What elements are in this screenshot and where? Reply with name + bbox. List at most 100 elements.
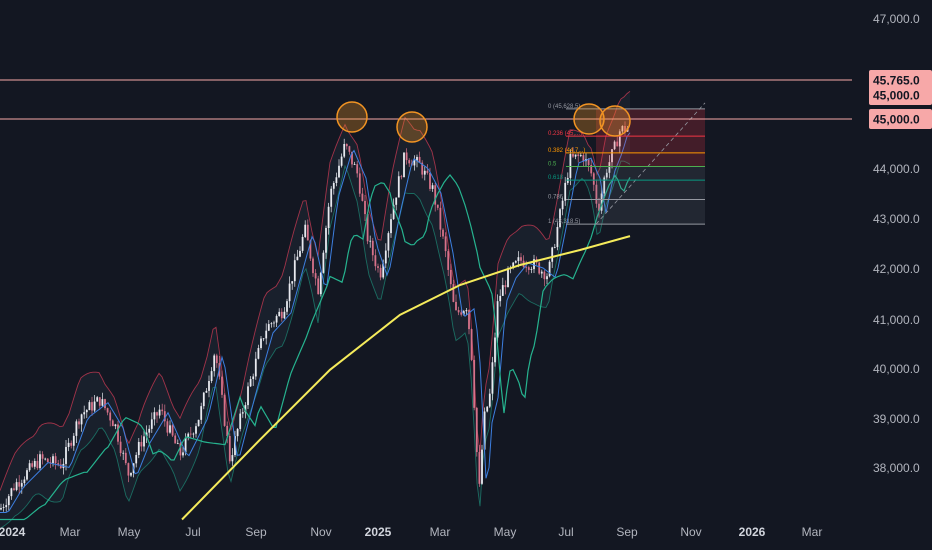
candle-body: [197, 419, 200, 427]
candle-body: [18, 482, 21, 487]
candle-body: [444, 236, 447, 252]
candle-body: [543, 271, 546, 280]
x-tick-label: Jul: [558, 525, 573, 539]
candle-body: [31, 463, 34, 467]
candle-body: [413, 160, 416, 166]
x-tick-label: Nov: [680, 525, 701, 539]
candle-body: [465, 310, 468, 312]
candle-body: [452, 284, 455, 302]
candle-body: [15, 482, 18, 490]
candle-body: [28, 463, 31, 471]
candle-body: [88, 402, 91, 411]
candle-body: [306, 224, 309, 241]
fast-ma-line: [0, 132, 631, 513]
candle-body: [608, 162, 611, 173]
candle-body: [332, 182, 335, 189]
candle-body: [504, 285, 507, 288]
candle-body: [57, 463, 60, 465]
candle-body: [423, 170, 426, 175]
candle-body: [234, 436, 236, 456]
price-level-tag: [869, 85, 932, 105]
candle-body: [93, 401, 96, 411]
candle-body: [231, 455, 234, 462]
candle-body: [395, 197, 398, 205]
candle-body: [556, 226, 559, 248]
candle-body: [603, 177, 606, 194]
candle-body: [72, 435, 75, 446]
candle-body: [613, 141, 616, 150]
candle-body: [416, 156, 418, 161]
candle-body: [254, 358, 257, 377]
candle-body: [351, 151, 353, 165]
candle-body: [67, 442, 70, 447]
candle-body: [364, 200, 366, 215]
candle-body: [163, 411, 166, 422]
candle-body: [309, 240, 312, 259]
price-level-label: 45,000.0: [873, 89, 920, 103]
x-tick-label: Mar: [60, 525, 81, 539]
candle-body: [455, 301, 457, 311]
candle-body: [122, 452, 125, 454]
candle-body: [553, 247, 556, 248]
candle-body: [288, 283, 291, 302]
candle-body: [322, 252, 325, 273]
candle-body: [447, 251, 450, 270]
candle-body: [491, 362, 494, 394]
candle-body: [23, 479, 26, 484]
x-tick-label: 2025: [365, 525, 392, 539]
candle-body: [483, 411, 486, 450]
fib-level-label: 0.5: [548, 162, 557, 168]
candle-body: [80, 414, 83, 425]
candle-body: [327, 206, 330, 228]
candle-body: [5, 505, 8, 508]
price-axis[interactable]: 47,000.0 44,000.0 43,000.0 42,000.0 41,000.0…: [873, 12, 920, 475]
candle-body: [239, 413, 242, 429]
horizontal-price-levels[interactable]: 45,765.045,000.045,000.0: [0, 70, 932, 129]
candle-body: [135, 454, 138, 464]
candle-body: [208, 380, 210, 391]
candle-body: [468, 310, 470, 330]
candle-body: [527, 267, 530, 270]
candle-body: [249, 379, 252, 387]
candle-body: [530, 269, 533, 270]
candle-body: [296, 256, 299, 261]
time-axis[interactable]: 2024 Mar May Jul Sep Nov 2025 Mar May Jul Sep Nov 20…: [0, 525, 822, 539]
x-tick-label: Jul: [185, 525, 200, 539]
candle-body: [356, 164, 359, 174]
moving-averages: [0, 132, 631, 521]
candle-body: [75, 421, 78, 436]
candle-body: [140, 441, 143, 447]
candle-body: [26, 470, 28, 480]
candle-body: [439, 207, 442, 230]
candle-body: [358, 173, 361, 194]
candle-body: [280, 311, 283, 319]
candle-body: [20, 483, 23, 487]
candle-body: [46, 458, 49, 463]
candle-body: [44, 458, 47, 460]
candle-body: [283, 311, 286, 319]
candle-body: [392, 204, 395, 220]
candle-body: [592, 173, 595, 185]
candle-body: [111, 420, 114, 427]
candle-body: [166, 421, 169, 433]
candle-body: [577, 154, 580, 156]
highlight-circle: [573, 103, 605, 135]
candle-body: [247, 386, 249, 406]
candle-body: [137, 441, 140, 455]
candle-body: [117, 424, 119, 442]
candle-body: [109, 412, 112, 421]
candle-body: [195, 426, 197, 434]
candle-body: [473, 359, 476, 408]
candle-body: [215, 355, 218, 364]
x-tick-label: May: [118, 525, 141, 539]
candle-body: [561, 200, 564, 210]
candle-body: [598, 203, 600, 211]
candle-body: [462, 311, 465, 315]
candle-body: [501, 285, 504, 296]
candle-body: [236, 428, 239, 437]
candle-body: [169, 425, 171, 433]
candle-body: [70, 442, 73, 446]
candle-body: [314, 273, 317, 279]
candle-body: [431, 185, 434, 189]
